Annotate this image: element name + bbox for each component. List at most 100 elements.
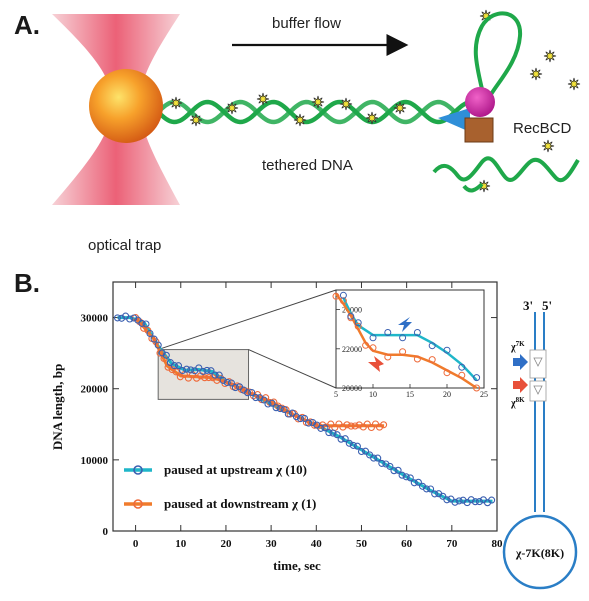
inset-y-tick-label-0: 20000 bbox=[342, 384, 362, 393]
upstream-point-42 bbox=[284, 410, 292, 418]
upstream-point-20 bbox=[195, 364, 203, 372]
upstream-point-61 bbox=[361, 447, 370, 455]
main-plot-ticks bbox=[113, 282, 498, 532]
upstream-point-26 bbox=[219, 376, 227, 384]
downstream-point-54 bbox=[351, 422, 359, 430]
inset-upstream-pause-arrow bbox=[398, 317, 412, 332]
chi-star-3 bbox=[256, 92, 270, 106]
upstream-point-41 bbox=[280, 405, 288, 414]
upstream-point-37 bbox=[264, 400, 272, 408]
upstream-point-8 bbox=[146, 329, 154, 338]
upstream-point-52 bbox=[325, 429, 333, 437]
upstream-point-40 bbox=[276, 405, 284, 413]
x-tick-label-0: 0 bbox=[133, 538, 139, 550]
downstream-point-21 bbox=[217, 374, 225, 383]
upstream-point-18 bbox=[187, 366, 195, 374]
upstream-point-58 bbox=[349, 441, 357, 449]
inset-ticks: 5 10 15 20 25 20000 22000 24000 bbox=[334, 306, 488, 399]
upstream-point-47 bbox=[305, 419, 313, 427]
legend: paused at upstream χ (10) paused at down… bbox=[124, 462, 316, 511]
inset-upstream-point-3 bbox=[369, 334, 377, 342]
schematic-chi7k-label: χ7K bbox=[510, 340, 525, 353]
upstream-point-12 bbox=[162, 351, 170, 359]
upstream-point-49 bbox=[313, 421, 321, 429]
upstream-point-10 bbox=[154, 341, 162, 349]
upstream-point-15 bbox=[174, 362, 183, 370]
upstream-point-33 bbox=[248, 388, 256, 397]
legend-downstream-label: paused at downstream χ (1) bbox=[164, 496, 316, 511]
inset-upstream-point-1 bbox=[347, 312, 355, 320]
ssdna-loop bbox=[473, 11, 523, 99]
legend-upstream-marker bbox=[133, 465, 143, 475]
inset-downstream-point-10 bbox=[443, 369, 451, 377]
downstream-point-9 bbox=[168, 366, 176, 374]
upstream-point-74 bbox=[414, 478, 422, 486]
upstream-point-25 bbox=[215, 371, 223, 379]
upstream-point-29 bbox=[231, 384, 239, 392]
upstream-point-77 bbox=[427, 485, 435, 493]
downstream-point-18 bbox=[205, 374, 213, 382]
chi-schematic bbox=[502, 312, 578, 590]
upstream-point-80 bbox=[439, 492, 447, 500]
upstream-point-64 bbox=[374, 454, 382, 462]
x-tick-label-4: 40 bbox=[311, 538, 323, 550]
main-plot-points bbox=[113, 312, 496, 507]
chi-star-8 bbox=[393, 101, 407, 115]
upstream-point-39 bbox=[272, 404, 280, 412]
upstream-point-72 bbox=[406, 474, 414, 482]
inset-downstream-point-12 bbox=[473, 384, 481, 392]
upstream-point-46 bbox=[300, 414, 309, 422]
x-tick-label-8: 80 bbox=[492, 538, 504, 550]
tethered-dna-helix bbox=[156, 99, 469, 125]
chi-star-5 bbox=[311, 95, 325, 109]
upstream-point-78 bbox=[431, 490, 439, 498]
main-plot-tick-labels: 0 10 20 30 40 50 60 70 80 0 10000 20000 30000 bbox=[81, 313, 504, 550]
upstream-point-69 bbox=[394, 466, 402, 474]
chi-star-1 bbox=[189, 113, 203, 127]
chi-star-11 bbox=[529, 67, 543, 81]
legend-upstream-label: paused at upstream χ (10) bbox=[164, 462, 307, 477]
inset-downstream-point-5 bbox=[369, 344, 377, 352]
chi-star-7 bbox=[365, 111, 379, 125]
inset-upstream-point-4 bbox=[384, 329, 392, 336]
upstream-point-14 bbox=[170, 362, 178, 370]
upstream-point-63 bbox=[370, 454, 378, 462]
chi-star-12 bbox=[567, 77, 581, 91]
x-tick-label-5: 50 bbox=[356, 538, 368, 550]
inset-downstream-point-9 bbox=[428, 356, 436, 364]
schematic-3prime-label: 3' bbox=[523, 298, 533, 313]
inset-upstream-point-5 bbox=[399, 334, 407, 342]
downstream-point-57 bbox=[363, 420, 371, 428]
upstream-point-88 bbox=[471, 498, 479, 506]
downstream-point-52 bbox=[343, 421, 351, 429]
upstream-point-27 bbox=[223, 378, 231, 387]
y-tick-label-2: 20000 bbox=[81, 384, 109, 396]
upstream-point-23 bbox=[207, 367, 215, 375]
upstream-point-3 bbox=[126, 315, 134, 323]
x-tick-label-6: 60 bbox=[401, 538, 413, 550]
recbcd-label: RecBCD bbox=[513, 120, 572, 137]
upstream-point-44 bbox=[292, 413, 300, 421]
optical-trap-bead bbox=[89, 69, 163, 143]
downstream-point-53 bbox=[347, 422, 355, 430]
upstream-point-65 bbox=[378, 459, 386, 467]
upstream-point-67 bbox=[386, 462, 394, 470]
inset-points bbox=[332, 291, 481, 392]
inset-plot-frame bbox=[335, 289, 485, 389]
upstream-point-38 bbox=[268, 399, 276, 407]
zoom-connector-left bbox=[158, 289, 337, 351]
upstream-point-54 bbox=[333, 431, 341, 439]
inset-downstream-point-0 bbox=[332, 292, 340, 300]
buffer-flow-label: buffer flow bbox=[272, 15, 341, 32]
chi-star-10 bbox=[543, 49, 557, 63]
inset-upstream-point-7 bbox=[428, 342, 436, 350]
upstream-point-21 bbox=[199, 367, 207, 375]
schematic-chi7k-arrow bbox=[513, 354, 528, 370]
inset-x-tick-label-4: 25 bbox=[480, 390, 488, 399]
panel-a-label: A. bbox=[14, 10, 40, 40]
upstream-point-81 bbox=[443, 496, 451, 504]
upstream-point-28 bbox=[227, 379, 235, 387]
x-tick-label-7: 70 bbox=[446, 538, 458, 550]
upstream-point-51 bbox=[321, 424, 329, 432]
